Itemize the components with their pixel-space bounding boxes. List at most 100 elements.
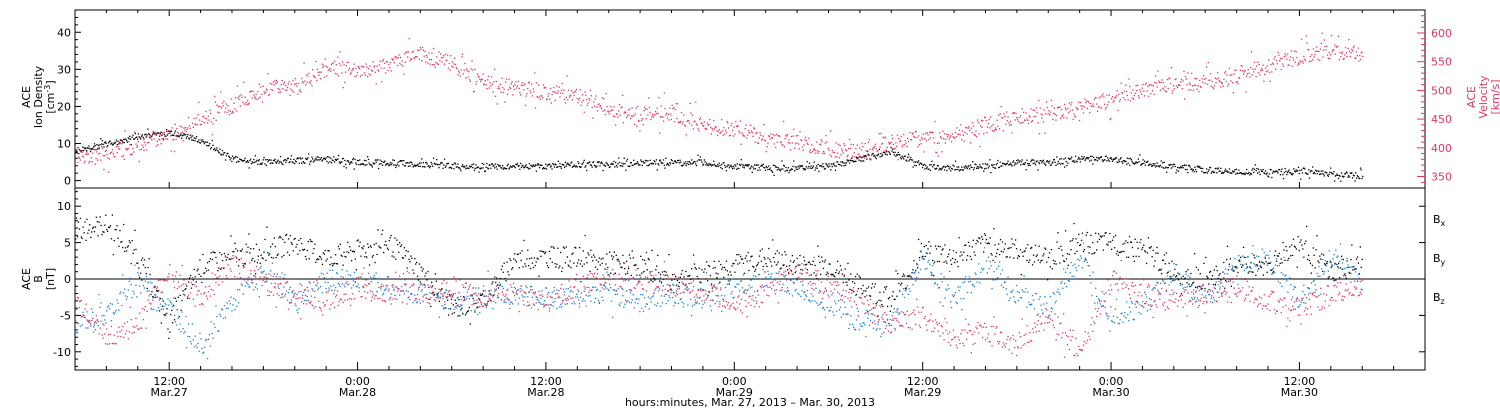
density-point: [277, 159, 279, 161]
density-point: [1059, 158, 1061, 160]
density-point: [1112, 159, 1114, 161]
velocity-point: [577, 102, 579, 104]
velocity-point: [972, 122, 974, 124]
point-bx: [358, 245, 360, 247]
velocity-point: [842, 152, 844, 154]
density-point: [392, 159, 394, 161]
density-point: [915, 165, 917, 167]
point-bx: [1275, 260, 1278, 262]
density-point: [474, 167, 476, 170]
velocity-point: [1281, 57, 1283, 60]
point-bx: [947, 256, 949, 258]
velocity-point: [699, 118, 701, 121]
velocity-point: [1271, 71, 1273, 73]
density-point: [172, 134, 174, 136]
point-bx: [841, 273, 843, 275]
point-by: [179, 323, 181, 325]
point-bx: [723, 276, 725, 278]
velocity-point: [217, 105, 220, 107]
density-point: [509, 167, 511, 169]
point-by: [218, 330, 220, 332]
point-bx: [398, 251, 400, 253]
velocity-point: [958, 129, 961, 131]
density-point: [755, 164, 757, 166]
point-bx: [505, 280, 507, 282]
velocity-point: [1330, 54, 1332, 56]
point-bx: [318, 255, 321, 258]
density-point: [722, 162, 724, 164]
point-bx: [661, 271, 664, 273]
point-bx: [533, 257, 535, 259]
density-point: [594, 165, 596, 167]
velocity-point: [695, 101, 697, 103]
point-bx: [315, 261, 317, 263]
density-point: [436, 163, 439, 166]
point-bx: [1056, 241, 1058, 243]
density-point: [1325, 171, 1327, 174]
velocity-point: [1029, 116, 1031, 118]
density-point: [134, 132, 136, 135]
velocity-point: [742, 135, 745, 137]
velocity-point: [664, 108, 666, 110]
velocity-point: [906, 145, 908, 148]
density-point: [1074, 161, 1076, 164]
point-bx: [1024, 250, 1026, 252]
point-bx: [159, 297, 162, 300]
velocity-point: [779, 141, 782, 143]
density-point: [1049, 164, 1052, 166]
density-point: [129, 138, 132, 140]
velocity-point: [1176, 85, 1178, 87]
point-bx: [1253, 254, 1255, 256]
density-point: [536, 164, 538, 166]
point-bx: [370, 246, 372, 248]
velocity-point: [991, 125, 993, 127]
density-point: [399, 160, 401, 163]
velocity-point: [1019, 122, 1021, 124]
density-point: [1242, 173, 1245, 175]
density-point: [489, 164, 491, 166]
point-bx: [437, 292, 439, 294]
density-point: [1022, 163, 1024, 165]
point-bx: [763, 256, 765, 259]
point-bx: [425, 272, 427, 274]
velocity-point: [688, 120, 690, 122]
point-by: [91, 308, 93, 310]
velocity-point: [453, 63, 455, 65]
velocity-point: [389, 66, 391, 69]
density-point: [1322, 170, 1324, 172]
point-bx: [1177, 279, 1180, 281]
velocity-point: [1226, 74, 1228, 76]
velocity-point: [1224, 71, 1227, 73]
point-bx: [1197, 269, 1199, 271]
density-point: [960, 169, 962, 171]
density-point: [161, 134, 163, 136]
point-bx: [587, 252, 589, 254]
density-point: [808, 165, 810, 168]
velocity-point: [440, 53, 442, 55]
point-bx: [439, 297, 441, 299]
point-bx: [570, 267, 572, 269]
density-point: [155, 134, 158, 136]
point-bx: [452, 304, 454, 306]
velocity-point: [1211, 80, 1213, 83]
point-bx: [831, 274, 833, 276]
density-point: [792, 165, 794, 168]
velocity-point: [230, 98, 232, 100]
velocity-point: [100, 145, 103, 147]
point-bx: [1095, 232, 1097, 234]
point-by: [117, 302, 119, 304]
velocity-point: [1073, 113, 1075, 115]
velocity-point: [1301, 60, 1304, 62]
density-point: [901, 155, 903, 157]
density-point: [882, 151, 884, 153]
point-bx: [119, 229, 121, 232]
point-bx: [1205, 256, 1207, 259]
point-bx: [208, 260, 210, 263]
velocity-point: [336, 73, 338, 75]
density-point: [1120, 157, 1122, 159]
point-bx: [149, 273, 151, 276]
point-bx: [738, 254, 740, 256]
point-bx: [244, 262, 246, 265]
point-bx: [1059, 262, 1061, 264]
point-bx: [434, 273, 437, 275]
